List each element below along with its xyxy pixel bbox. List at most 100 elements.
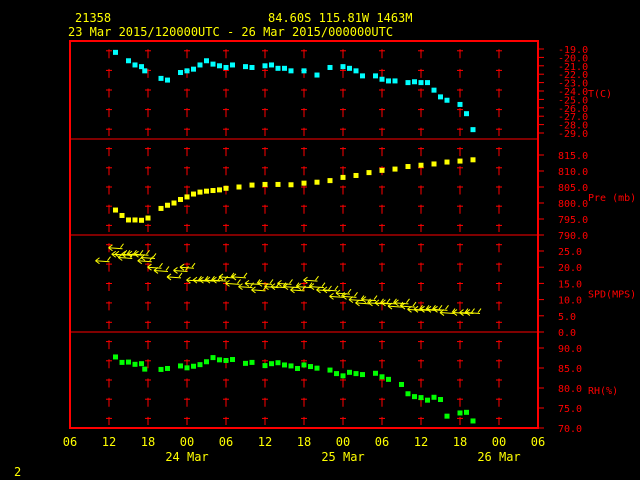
wind-barb-tip	[212, 276, 217, 281]
y-tick-label: 10.0	[558, 296, 582, 307]
wind-barb-feather	[354, 292, 358, 297]
pressure-point	[217, 187, 222, 193]
wind-barb-shaft	[296, 286, 312, 289]
relative_humidity-point	[470, 418, 476, 424]
wind-barb-feather	[165, 266, 170, 271]
wind-barb-feather	[432, 305, 436, 310]
temperature-point	[373, 73, 378, 79]
wind-barb-feather	[438, 305, 443, 310]
station-location: 84.60S 115.81W 1463M	[268, 11, 413, 25]
wind-barb-tip	[111, 253, 117, 258]
pressure-point	[366, 170, 372, 176]
station-id: 21358	[75, 11, 111, 25]
wind-barb-tip	[218, 273, 224, 278]
wind-barb	[296, 282, 313, 291]
wind-barb-feather	[230, 272, 235, 278]
wind-barb	[147, 262, 163, 271]
relative_humidity-point	[113, 354, 118, 360]
wind-barb-tip	[433, 308, 438, 313]
wind-barb-shaft	[108, 247, 123, 250]
wind-barb-tip	[413, 308, 419, 313]
wind-barb-shaft	[179, 266, 195, 269]
wind-barb	[179, 262, 196, 271]
wind-barb-tip	[283, 283, 289, 288]
wind-barb	[212, 275, 228, 284]
wind-barb-tip	[459, 312, 464, 316]
x-tick-label: 18	[453, 435, 467, 449]
y-tick-label: 815.0	[558, 151, 588, 162]
wind-barb	[322, 285, 339, 294]
pressure-point	[405, 164, 411, 170]
wind-barb-tip	[439, 309, 445, 313]
wind-barb-feather	[133, 249, 137, 255]
pressure-point	[444, 159, 450, 165]
pressure-point	[431, 161, 437, 167]
wind-barb-feather	[152, 253, 157, 258]
wind-barb-tip	[309, 286, 315, 291]
temperature-point	[392, 78, 398, 84]
relative_humidity-point	[405, 391, 411, 397]
relative_humidity-point	[197, 362, 203, 368]
wind-barb-feather	[419, 305, 423, 310]
wind-barb-tip	[374, 299, 380, 304]
temperature-point	[210, 61, 216, 67]
wind-barb-tip	[335, 289, 341, 294]
wind-barb-tip	[225, 279, 230, 284]
temperature-point	[158, 75, 164, 81]
wind-barb-tip	[179, 266, 185, 271]
wind-barb-shaft	[342, 295, 357, 298]
wind-barb-tip	[381, 299, 386, 304]
panel-label: T(C)	[588, 89, 612, 100]
wind-barb-tip	[192, 276, 198, 281]
wind-barb-tip	[95, 257, 100, 262]
wind-barb-tip	[342, 292, 347, 297]
y-tick-label: 70.0	[558, 424, 582, 435]
wind-barb	[348, 295, 365, 304]
wind-barb-tip	[407, 308, 412, 313]
wind-barb-tip	[205, 279, 211, 284]
wind-barb-feather	[191, 262, 196, 268]
x-tick-label: 06	[531, 435, 545, 449]
wind-barb-tip	[186, 279, 191, 284]
temperature-point	[165, 77, 170, 83]
wind-barb-tip	[465, 309, 471, 313]
wind-barb-tip	[387, 302, 393, 307]
wind-barb-feather	[334, 285, 339, 291]
temperature-point	[288, 68, 294, 74]
wind-barb-tip	[303, 276, 308, 281]
wind-barb-tip	[238, 286, 243, 291]
wind-barb-tip	[238, 283, 243, 288]
wind-barb-tip	[374, 302, 380, 307]
wind-barb	[238, 282, 254, 291]
wind-barb-tip	[420, 305, 425, 310]
y-tick-label: -26.0	[558, 104, 588, 115]
temperature-point	[418, 80, 424, 86]
wind-barb-tip	[277, 279, 282, 284]
wind-barb-feather	[386, 298, 391, 304]
wind-barb-tip	[114, 250, 120, 255]
wind-barb	[400, 301, 417, 310]
wind-barb-shaft	[329, 295, 344, 298]
wind-barb-feather	[126, 249, 131, 255]
relative_humidity-point	[126, 359, 131, 365]
temperature-point	[197, 62, 203, 68]
wind-barb-feather	[185, 266, 189, 271]
wind-barb-shaft	[433, 308, 448, 311]
wind-barb-tip	[257, 282, 263, 287]
temperature-point	[249, 64, 255, 70]
y-tick-label: 0.0	[558, 328, 576, 339]
wind-barb-feather	[295, 282, 300, 287]
relative_humidity-point	[119, 359, 125, 365]
relative_humidity-point	[217, 357, 222, 363]
wind-barb-shaft	[465, 312, 481, 315]
relative_humidity-point	[139, 361, 144, 367]
wind-barb-feather	[302, 285, 306, 291]
wind-barb-feather	[107, 256, 111, 262]
time-period: 23 Mar 2015/120000UTC - 26 Mar 2015/0000…	[68, 25, 393, 39]
temperature-point	[139, 64, 144, 70]
wind-barb-feather	[269, 279, 274, 284]
wind-barb-tip	[251, 289, 256, 294]
wind-barb-tip	[251, 286, 256, 291]
relative_humidity-point	[132, 361, 138, 367]
wind-barb-feather	[373, 295, 378, 300]
